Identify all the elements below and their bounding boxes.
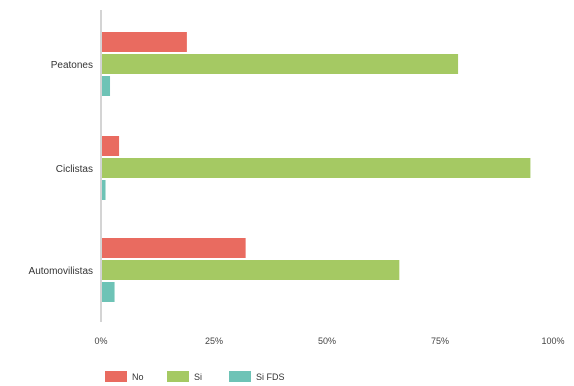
bar-automovilistas-si [102,260,400,280]
bar-peatones-si-fds [102,76,111,96]
bar-ciclistas-si-fds [102,180,106,200]
x-tick-label-2: 50% [318,336,336,346]
x-tick-label-0: 0% [94,336,107,346]
legend-swatch-no [105,371,127,382]
x-tick-label-4: 100% [541,336,564,346]
x-tick-label-1: 25% [205,336,223,346]
bar-peatones-no [102,32,187,52]
bar-ciclistas-si [102,158,531,178]
bar-ciclistas-no [102,136,120,156]
category-labels: Peatones Ciclistas Automovilistas [29,60,93,277]
category-label-peatones: Peatones [51,60,93,71]
category-label-ciclistas: Ciclistas [56,164,93,175]
legend-label-no: No [132,372,144,382]
legend-label-si-fds: Si FDS [256,372,285,382]
x-tick-label-3: 75% [431,336,449,346]
legend-label-si: Si [194,372,202,382]
legend-swatch-si [167,371,189,382]
bar-automovilistas-no [102,238,246,258]
x-axis-ticks: 0% 25% 50% 75% 100% [94,336,564,346]
bars-layer [102,32,531,302]
category-label-automovilistas: Automovilistas [29,266,93,277]
bar-automovilistas-si-fds [102,282,115,302]
bar-peatones-si [102,54,459,74]
legend-swatch-si-fds [229,371,251,382]
legend: No Si Si FDS [105,371,285,382]
